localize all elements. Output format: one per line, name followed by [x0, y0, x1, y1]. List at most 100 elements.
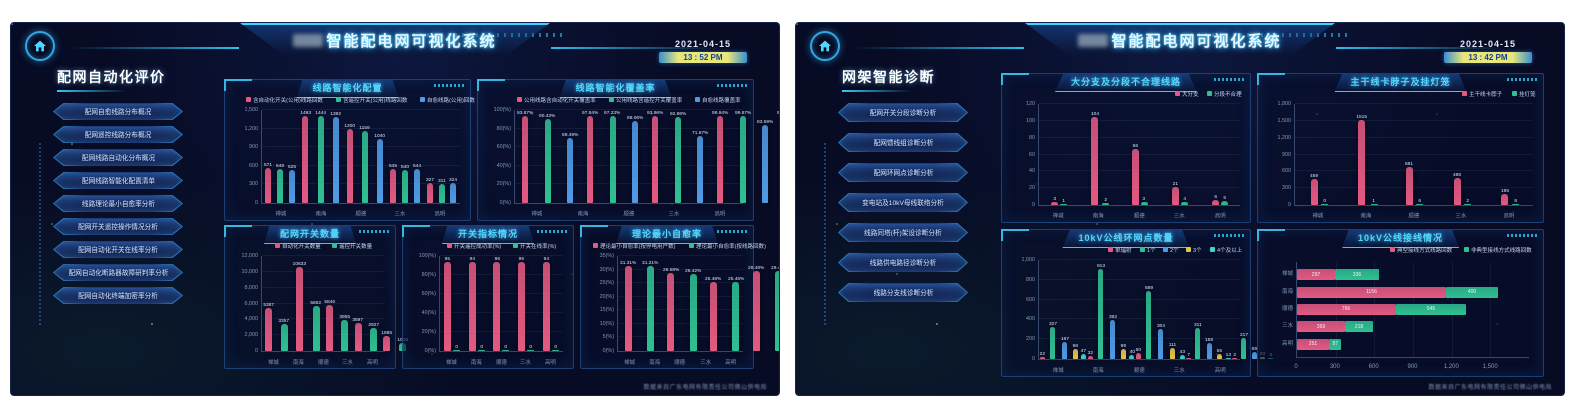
bar — [587, 116, 594, 203]
bar-value-label: 5 — [1223, 195, 1226, 201]
bar — [401, 169, 408, 203]
bar-value-label: 1159 — [359, 125, 370, 131]
system-title-bar: 智能配电网可视化系统 — [1025, 23, 1335, 55]
x-axis-tick: 南海 — [470, 360, 482, 366]
sidebar-item-inner: 配网自愈线路分布概况 — [54, 104, 182, 119]
bar-value-label: 1515 — [1356, 114, 1368, 120]
sidebar-item[interactable]: 线路分支线诊断分析 — [838, 283, 968, 302]
home-icon — [819, 40, 831, 52]
panel-dots-decoration — [717, 84, 747, 87]
bar-wrapper: 104 — [1090, 104, 1100, 205]
bar-wrapper: 1444 — [314, 110, 327, 203]
legend-label: 理论最小自愈率(按线路回数) — [695, 244, 766, 250]
sidebar-item[interactable]: 变电站及10kV母线联络分析 — [838, 193, 968, 212]
bar-value-label: 98 — [1072, 343, 1078, 349]
legend-label: 遥控开关数量 — [338, 244, 372, 250]
page-title: 配网自动化评价 — [57, 67, 166, 92]
sidebar-item[interactable]: 配网自愈线路分布概况 — [53, 103, 183, 120]
dashboard-grid-diagnosis: 智能配电网可视化系统 2021-04-15 13 : 42 PM 网架智能诊断 … — [795, 22, 1565, 396]
bar-value-label: 2 — [1232, 352, 1236, 358]
bar-group: 1200 1159 1040 — [343, 110, 387, 203]
stacked-segment: 251 — [1297, 338, 1330, 350]
legend-label: 大分支 — [1181, 92, 1199, 98]
sidebar-item[interactable]: 配网开关分段诊断分析 — [838, 103, 968, 122]
bar-value-label: 40 — [1129, 349, 1135, 355]
sidebar-item-inner: 线路供电路径诊断分析 — [839, 254, 967, 271]
legend-item: 自愈线路(公用)回数 — [420, 95, 479, 104]
x-axis-tick: 南海 — [649, 360, 661, 366]
x-axis-tick: 顺德 — [674, 360, 686, 366]
y-axis-tick: 100(%) — [418, 253, 436, 259]
legend: 开关遥控成功率(%) 开关在线率(%) — [439, 241, 567, 250]
gridline — [515, 146, 743, 148]
sidebar-item[interactable]: 配网开关遥控操作情况分析 — [53, 218, 183, 235]
bar — [710, 281, 718, 351]
bar-group: 5387 3357 — [262, 256, 291, 351]
stacked-segment: 1156 — [1297, 286, 1446, 298]
bar — [1136, 353, 1142, 359]
panel-min-self-healing: 理论最小自愈率 理论最小自愈率(按停电用户数) 理论最小自愈率(按线路回数) 0(%… — [580, 225, 779, 369]
sidebar-item[interactable]: 配网线路自动化分布概况 — [53, 149, 183, 166]
sidebar-item[interactable]: 配网遥控线路分布概况 — [53, 126, 183, 143]
sidebar-item[interactable]: 配网线路智能化配置清单 — [53, 172, 183, 189]
legend-label: 单辐射 — [1114, 248, 1132, 254]
sidebar-item[interactable]: 线路供电路径诊断分析 — [838, 253, 968, 272]
legend-swatch — [447, 243, 453, 248]
plot-area: 0 300 600 900 1,200 1,500 1,800 459 0 1515 1 681 6 48… — [1277, 101, 1533, 208]
home-button[interactable] — [25, 31, 55, 61]
y-axis-tick: 40(%) — [496, 163, 511, 169]
panel-dots-decoration — [359, 230, 389, 233]
date-label: 2021-04-15 — [674, 39, 732, 49]
sidebar-item-inner: 配网自动化开关在线率分析 — [54, 242, 182, 257]
x-axis-tick: 三水 — [1174, 368, 1185, 374]
bar — [361, 131, 368, 203]
bar-value-label: 1392 — [330, 111, 342, 117]
bar-group: 29.48% 29.46% — [746, 256, 779, 351]
bar — [1087, 355, 1093, 359]
bar — [453, 350, 461, 351]
legend: 典型接线方式线路回数 非典型接线方式线路回数 — [1294, 245, 1537, 254]
sidebar-item[interactable]: 线路理论最小自愈率分析 — [53, 195, 183, 212]
sidebar-item[interactable]: 配网自动化终端加密率分析 — [53, 287, 183, 304]
chart-canvas: 含自动化开关(公用)线路回数 含遥控开关(公用)线路回数 自愈线路(公用)回数 0 30… — [225, 80, 475, 220]
bar — [1146, 290, 1152, 359]
segment-value-label: 766 — [1342, 306, 1351, 313]
gridline — [1039, 318, 1240, 320]
sidebar-item[interactable]: 配网环网点诊断分析 — [838, 163, 968, 182]
chart-canvas: 理论最小自愈率(按停电用户数) 理论最小自愈率(按线路回数) 0(%) 5(%) 10(… — [581, 226, 779, 368]
bar-value-label: 32 — [1087, 350, 1094, 356]
sidebar-item[interactable]: 线路同塔(杆)架设诊断分析 — [838, 223, 968, 242]
home-button[interactable] — [810, 31, 840, 61]
bar-wrapper: 99.87% — [733, 110, 753, 203]
bar-wrapper: 1 — [1060, 104, 1068, 205]
bar-value-label: 90.43% — [539, 113, 556, 119]
x-axis-tick: 高明 — [367, 360, 378, 366]
legend-swatch — [1174, 91, 1180, 96]
bar-value-label: 3 — [1142, 197, 1146, 202]
gridline — [1039, 187, 1240, 189]
bar-value-label: 545 — [388, 163, 397, 169]
bar-wrapper: 327 — [1048, 260, 1058, 359]
sidebar-item-label: 配网环网点诊断分析 — [873, 169, 933, 177]
sidebar-item-inner: 变电站及10kV母线联络分析 — [839, 194, 967, 211]
bar-wrapper: 1885 — [380, 256, 393, 351]
sidebar-item[interactable]: 配网馈线组诊断分析 — [838, 133, 968, 152]
gridline — [1039, 338, 1240, 340]
bar-value-label: 540 — [400, 164, 409, 169]
bar — [438, 183, 445, 203]
sidebar-item[interactable]: 配网自动化开关在线率分析 — [53, 241, 183, 258]
sidebar-item-label: 配网自愈线路分布概况 — [84, 108, 152, 116]
bar-wrapper: 311 — [1193, 260, 1203, 359]
bar-value-label: 66 — [1132, 144, 1138, 149]
bar-value-label: 2927 — [368, 322, 379, 328]
bar — [289, 170, 296, 203]
bar — [1039, 356, 1045, 359]
bar-wrapper: 55 — [1216, 260, 1223, 359]
bar-wrapper: 40 — [1129, 260, 1136, 359]
sidebar-item[interactable]: 配网自动化断路器故障研判率分析 — [53, 264, 183, 281]
legend-item: 4个及以上 — [1209, 245, 1244, 254]
bar-wrapper: 10633 — [291, 256, 308, 351]
bar-wrapper: 88.06% — [625, 110, 645, 203]
y-axis-tick: 600 — [248, 163, 258, 169]
chart-title: 10kV公线接线情况 — [1341, 229, 1460, 248]
